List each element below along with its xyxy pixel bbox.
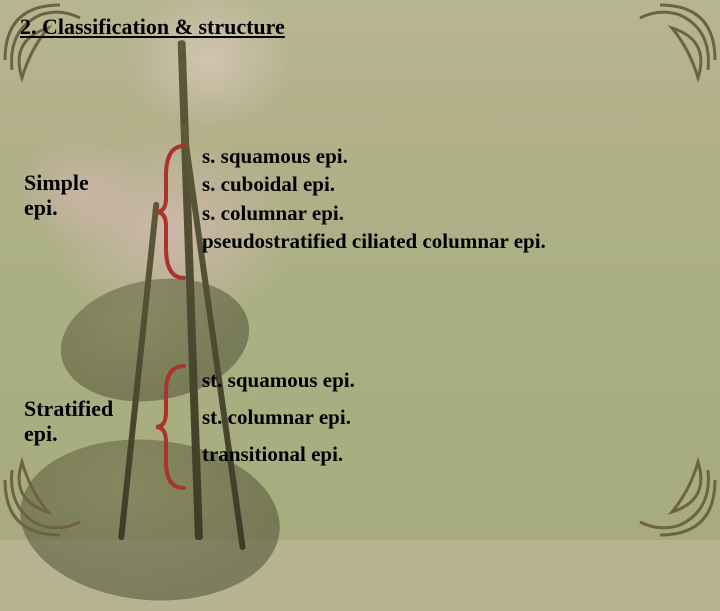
list-item: s. columnar epi. <box>202 199 546 227</box>
list-item: pseudostratified ciliated columnar epi. <box>202 227 546 255</box>
group-label-line: epi. <box>24 421 58 446</box>
group-label-line: Stratified <box>24 396 113 421</box>
list-item: st. squamous epi. <box>202 362 355 399</box>
group-label-simple: Simple epi. <box>24 170 89 221</box>
list-item: s. cuboidal epi. <box>202 170 546 198</box>
item-list-stratified: st. squamous epi. st. columnar epi. tran… <box>202 362 355 472</box>
slide-content: 2. Classification & structure Simple epi… <box>0 0 720 540</box>
group-label-stratified: Stratified epi. <box>24 396 113 447</box>
list-item: st. columnar epi. <box>202 399 355 436</box>
group-label-line: epi. <box>24 195 58 220</box>
brace-icon <box>152 142 192 282</box>
item-list-simple: s. squamous epi. s. cuboidal epi. s. col… <box>202 142 546 255</box>
list-item: transitional epi. <box>202 436 355 473</box>
brace-icon <box>152 362 192 492</box>
group-label-line: Simple <box>24 170 89 195</box>
list-item: s. squamous epi. <box>202 142 546 170</box>
slide-title: 2. Classification & structure <box>20 14 285 40</box>
